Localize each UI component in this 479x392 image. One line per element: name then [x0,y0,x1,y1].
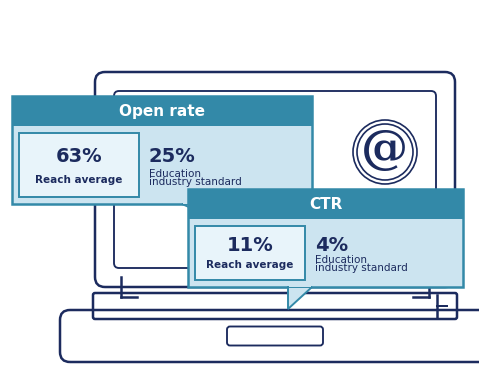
FancyBboxPatch shape [195,226,305,280]
Text: Education: Education [149,169,201,179]
Text: industry standard: industry standard [315,263,408,273]
Text: Education: Education [315,255,367,265]
Polygon shape [288,287,312,309]
FancyBboxPatch shape [12,96,312,204]
Text: 63%: 63% [56,147,103,166]
FancyBboxPatch shape [188,189,463,287]
Polygon shape [182,204,232,226]
Polygon shape [289,283,311,287]
Text: 4%: 4% [315,236,348,256]
Text: 25%: 25% [149,147,196,166]
Text: 11%: 11% [227,236,274,256]
Polygon shape [183,200,205,203]
Text: Open rate: Open rate [119,103,205,118]
FancyBboxPatch shape [188,189,463,219]
Text: CTR: CTR [309,196,342,212]
FancyBboxPatch shape [12,96,312,126]
FancyBboxPatch shape [19,133,139,197]
Text: @: @ [361,127,409,173]
Text: Reach average: Reach average [206,260,294,270]
Text: industry standard: industry standard [149,177,242,187]
Text: Reach average: Reach average [35,175,123,185]
